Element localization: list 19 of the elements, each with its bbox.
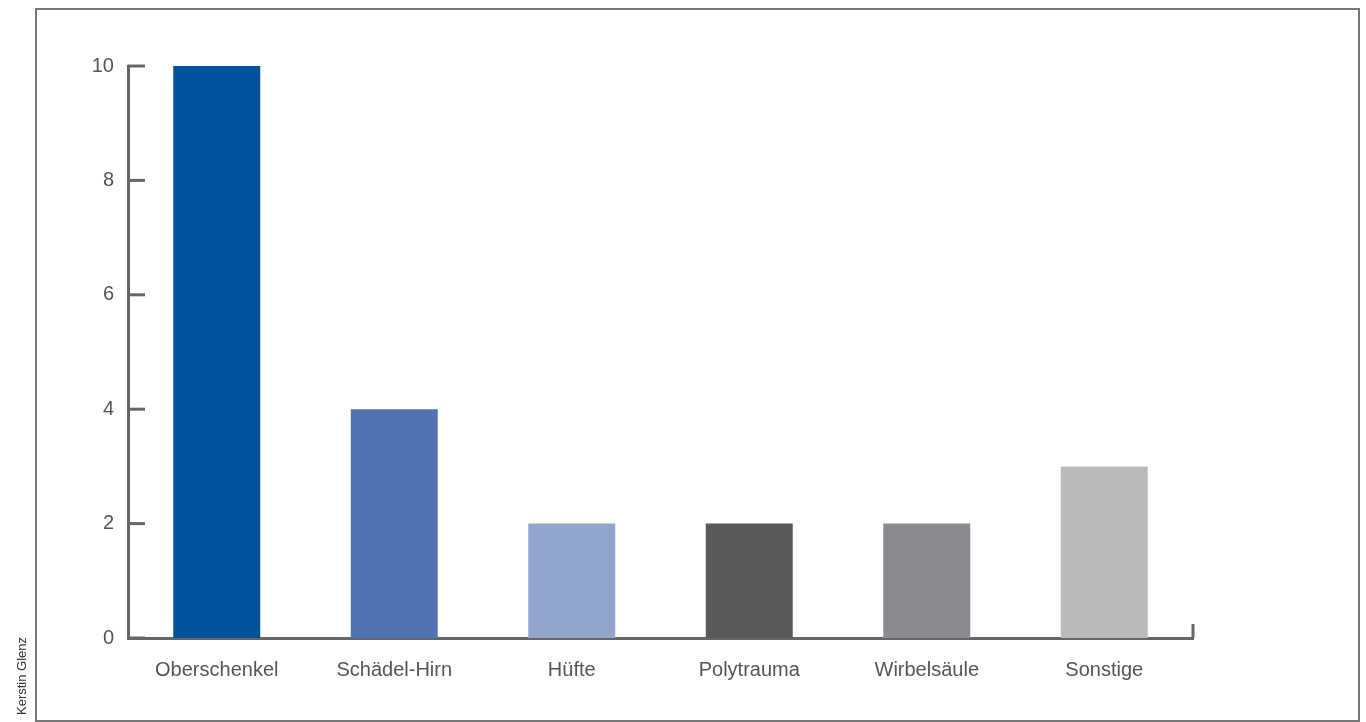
bar <box>528 523 616 638</box>
x-tick-label: Wirbelsäule <box>874 657 979 680</box>
y-tick-label: 0 <box>102 625 114 648</box>
x-tick-label: Polytrauma <box>698 657 801 680</box>
y-tick-label: 4 <box>102 396 114 419</box>
x-tick-label: Oberschenkel <box>155 657 279 680</box>
y-tick-label: 8 <box>102 167 114 190</box>
y-tick-label: 6 <box>102 282 114 305</box>
x-tick-label: Hüfte <box>547 657 596 680</box>
bar <box>173 66 261 638</box>
bar <box>883 523 971 638</box>
text: Kerstin Glenz <box>14 636 29 715</box>
bar <box>705 523 793 638</box>
x-tick-label: Schädel-Hirn <box>336 657 453 680</box>
y-tick-label: 2 <box>102 511 114 534</box>
bar <box>350 409 438 638</box>
bar <box>1060 466 1148 638</box>
y-tick-label: 10 <box>91 53 114 76</box>
x-tick-label: Sonstige <box>1065 657 1144 680</box>
